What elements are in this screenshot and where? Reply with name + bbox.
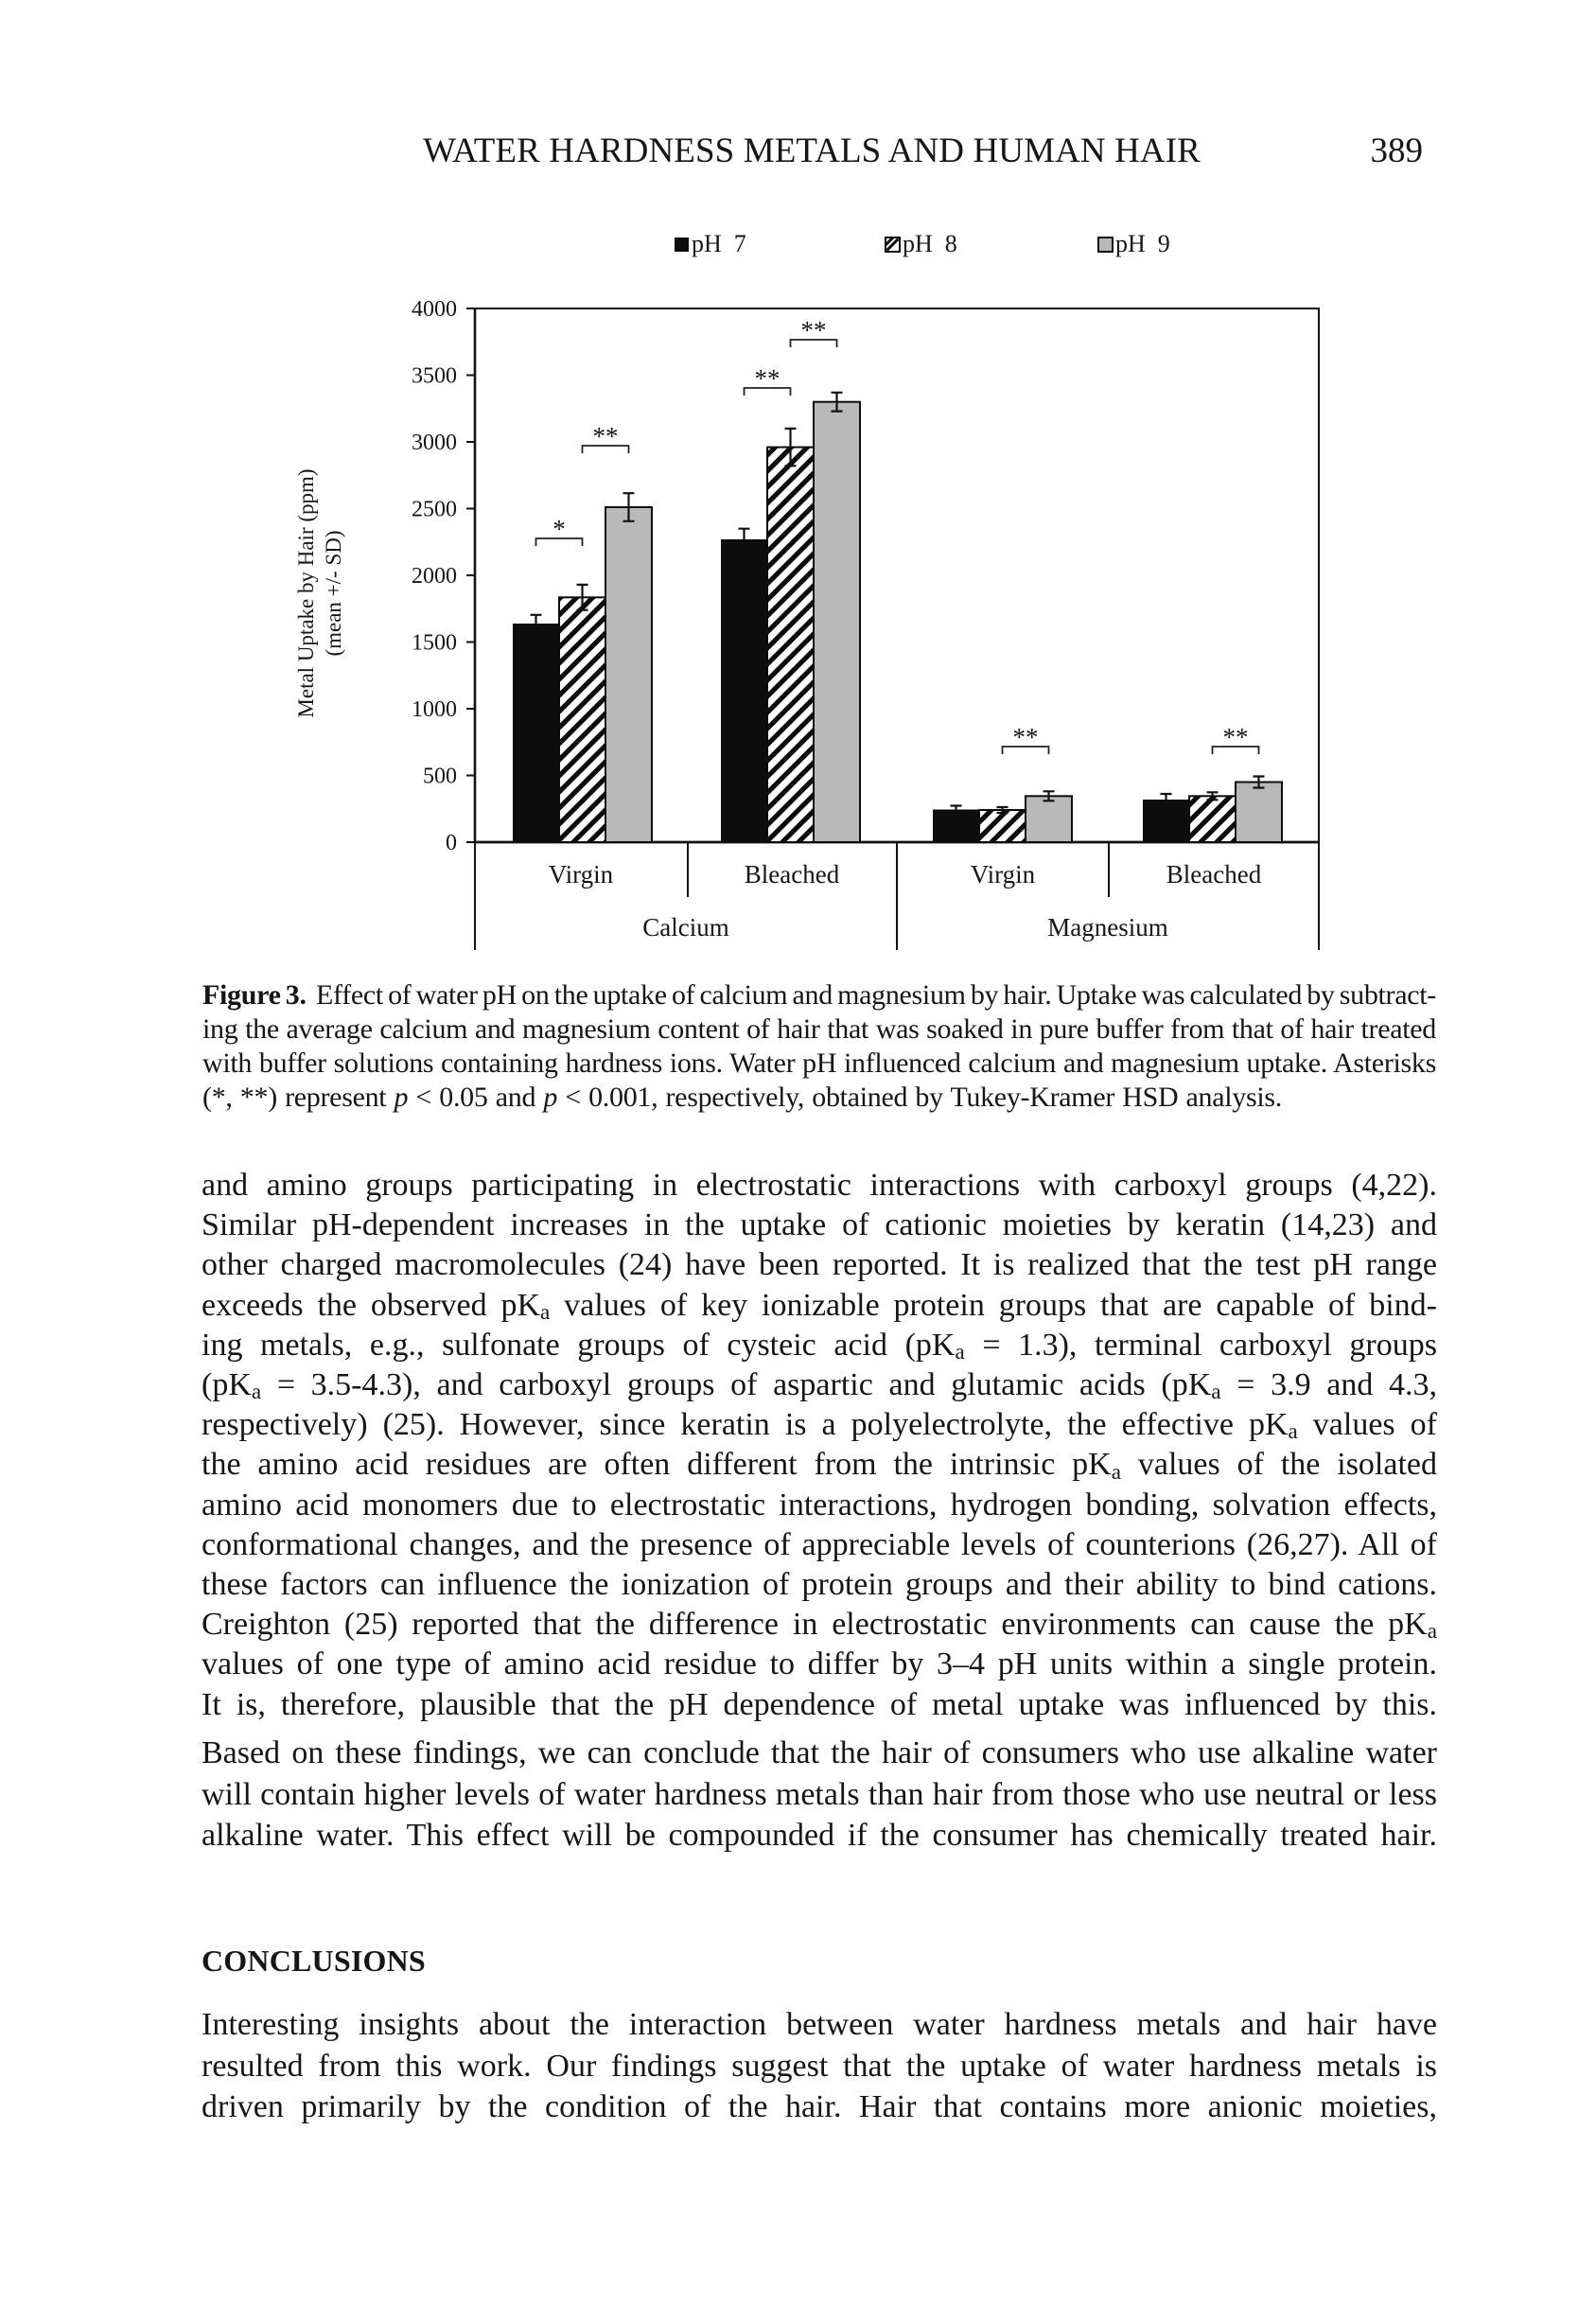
svg-text:2000: 2000 bbox=[412, 564, 457, 589]
svg-text:pH 9: pH 9 bbox=[1115, 230, 1170, 257]
svg-text:Metal Uptake by Hair (ppm): Metal Uptake by Hair (ppm) bbox=[294, 468, 318, 717]
svg-text:pH 7: pH 7 bbox=[692, 230, 746, 257]
svg-text:2500: 2500 bbox=[412, 498, 457, 522]
svg-text:**: ** bbox=[801, 316, 827, 344]
svg-text:Magnesium: Magnesium bbox=[1047, 913, 1168, 942]
svg-text:(mean +/- SD): (mean +/- SD) bbox=[322, 530, 345, 656]
svg-text:Virgin: Virgin bbox=[971, 860, 1036, 889]
svg-text:*: * bbox=[552, 515, 566, 543]
svg-text:1500: 1500 bbox=[412, 631, 457, 656]
svg-text:0: 0 bbox=[446, 831, 457, 855]
svg-text:4000: 4000 bbox=[412, 297, 457, 322]
svg-text:500: 500 bbox=[423, 765, 457, 789]
svg-text:Bleached: Bleached bbox=[745, 860, 840, 889]
svg-text:3500: 3500 bbox=[412, 364, 457, 389]
svg-text:**: ** bbox=[1223, 723, 1249, 751]
svg-text:**: ** bbox=[1013, 723, 1039, 751]
svg-text:3000: 3000 bbox=[412, 431, 457, 455]
svg-text:Bleached: Bleached bbox=[1166, 860, 1262, 889]
svg-text:pH 8: pH 8 bbox=[903, 230, 957, 257]
svg-text:**: ** bbox=[593, 422, 619, 450]
svg-text:**: ** bbox=[755, 364, 780, 393]
svg-text:Calcium: Calcium bbox=[642, 913, 728, 942]
svg-text:1000: 1000 bbox=[412, 697, 457, 722]
svg-text:Virgin: Virgin bbox=[549, 860, 614, 889]
